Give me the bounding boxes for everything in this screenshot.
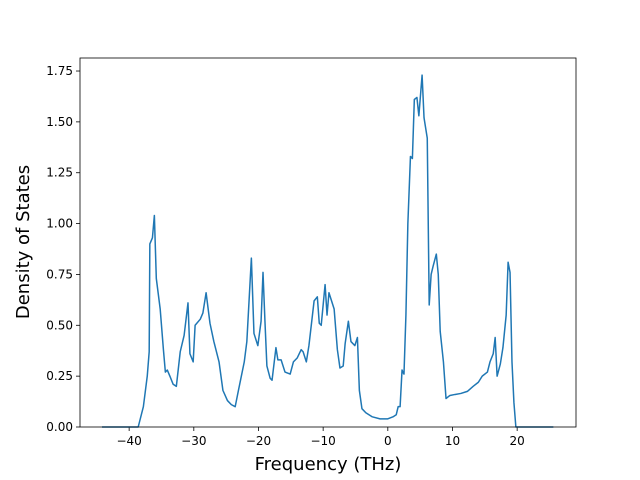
y-tick-label: 1.00 xyxy=(46,217,73,231)
x-tick-label: 0 xyxy=(384,434,392,448)
data-line xyxy=(101,74,554,428)
x-tick-label: −40 xyxy=(116,434,141,448)
y-tick-label: 0.50 xyxy=(46,318,73,332)
y-tick-label: 0.00 xyxy=(46,420,73,434)
y-tick-label: 0.75 xyxy=(46,267,73,281)
y-tick-label: 1.75 xyxy=(46,64,73,78)
x-tick-label: −10 xyxy=(310,434,335,448)
x-axis-label: Frequency (THz) xyxy=(255,454,402,475)
x-tick-label: 20 xyxy=(510,434,525,448)
y-tick-label: 0.25 xyxy=(46,369,73,383)
y-axis-label: Density of States xyxy=(13,165,34,319)
y-tick-label: 1.25 xyxy=(46,166,73,180)
x-tick-label: 10 xyxy=(445,434,460,448)
plot-frame xyxy=(79,57,577,428)
x-tick-label: −30 xyxy=(181,434,206,448)
x-tick-label: −20 xyxy=(246,434,271,448)
y-tick-label: 1.50 xyxy=(46,115,73,129)
